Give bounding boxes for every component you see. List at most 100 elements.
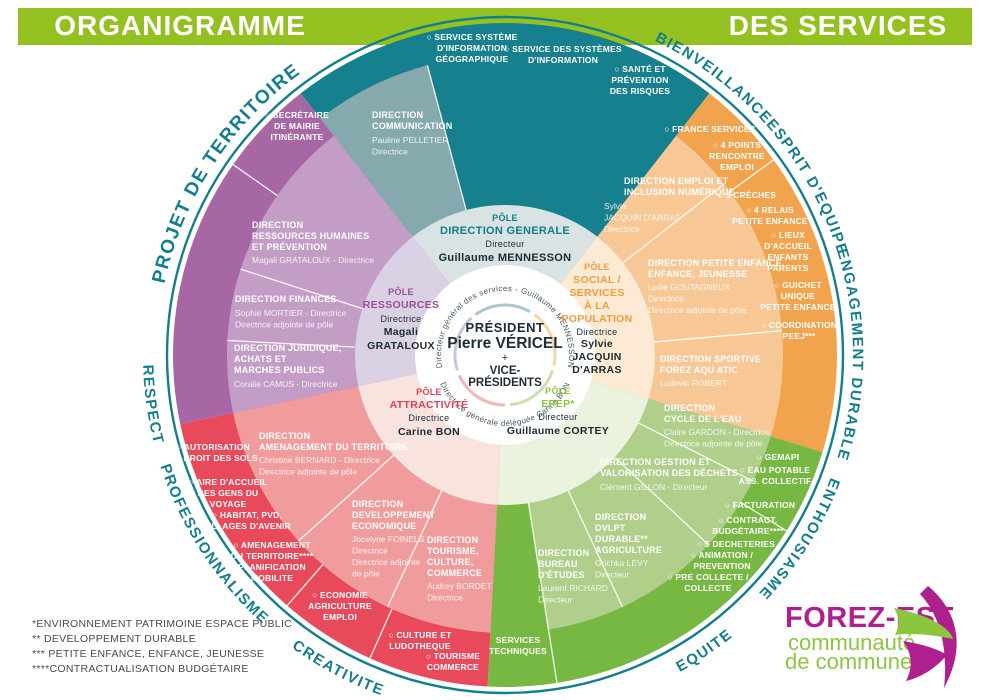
divider-line-4 (622, 183, 725, 264)
pole-social-services-population-line-6: Sylvie (581, 338, 613, 350)
service-eau-potable-assainissement-collectif-line-0: ○ EAU POTABLE (740, 465, 811, 475)
pole-ressources: PÔLE RESSOURCES Directrice Magali GRATALOUX (363, 286, 439, 352)
pole-attractivite-line-1: ATTRACTIVITÉ (390, 398, 469, 411)
service-secretaire-mairie-itinerante-line-1: DE MAIRIE (274, 121, 320, 131)
service-france-services: ○ FRANCE SERVICES (664, 124, 755, 134)
service-decheteries: ○ 5 DECHETERIES (697, 539, 775, 549)
service-sante-prevention-des-risques-line-1: PRÉVENTION (611, 75, 668, 85)
service-guichet-unique-petite-enfance-line-0: ○ GUICHET (774, 280, 822, 290)
president-plus: + (502, 352, 508, 364)
service-sante-prevention-des-risques-line-0: ○ SANTÉ ET (614, 64, 666, 74)
direction-emploi-inclusion-numerique-sub-2: Directrice (604, 224, 640, 234)
service-sante-prevention-des-risques-line-2: DES RISQUES (610, 86, 670, 96)
footnote-3: ****CONTRACTUALISATION BUDGÉTAIRE (32, 662, 249, 675)
service-pre-collecte-collecte: ○ PRE COLLECTE /COLLECTE (667, 572, 748, 593)
service-autorisation-droit-des-sols-line-1: DU DROIT DES SOLS (168, 453, 258, 463)
direction-bureau-etudes-title-2: D'ÉTUDES (538, 570, 585, 580)
service-lieux-accueil-enfants-parents-line-1: D'ACCUEIL (764, 241, 812, 251)
direction-gestion-valorisation-dechets-title-0: DIRECTION GESTION ET (600, 457, 711, 467)
outer-ring-arc (165, 15, 845, 695)
vice-presidents-line-1: VICE- (490, 365, 521, 377)
center-accent-ring-2 (510, 369, 554, 407)
direction-developpement-economique-title-1: DEVELOPPEMENT (352, 510, 435, 520)
footnote-1: ** DEVELOPPEMENT DURABLE (32, 633, 196, 645)
service-aire-accueil-gens-du-voyage-line-0: ○ AIRE D'ACCUEIL (189, 477, 268, 487)
direction-tourisme-culture-commerce-sub-1: Directrice (427, 593, 463, 603)
direction-cycle-de-leau-sub-0: Claire GARDON - Directrice (664, 427, 770, 437)
direction-ressources-humaines-prevention-title-2: ET PRÉVENTION (252, 242, 327, 252)
pole-direction-generale: PÔLE DIRECTION GENERALE Directeur Guillaume… (439, 212, 572, 264)
service-services-techniques-line-1: TECHNIQUES (489, 646, 547, 656)
logo-subtitle-1: communauté (788, 630, 915, 655)
pole-direction-generale-line-0: PÔLE (492, 212, 518, 223)
service-facturation: ○ FACTURATION (725, 500, 795, 510)
service-points-rencontre-emploi-line-2: EMPLOI (720, 162, 754, 172)
center-accent-ring-3 (457, 374, 506, 407)
direction-developpement-durable-agriculture-title-3: AGRICULTURE (595, 545, 662, 555)
direction-finances-sub-1: Directrice adjointe de pôle (235, 320, 334, 330)
center-accent-ring-0 (474, 303, 531, 316)
direction-developpement-durable-agriculture-sub-0: Grichka LEVY (595, 558, 649, 568)
direction-juridique-achats-marches-publics-title-1: ACHATS ET (234, 354, 287, 364)
direction-juridique-achats-marches-publics-title-2: MARCHES PUBLICS (234, 365, 325, 375)
service-economie-agriculture-emploi-line-2: EMPLOI (323, 612, 357, 622)
service-animation-prevention: ○ ANIMATION /PREVENTION (691, 550, 753, 571)
banner-right-title: DES SERVICES (729, 10, 947, 41)
direction-developpement-economique-sub-2: Directrice adjointe (352, 557, 420, 567)
direction-cycle-de-leau-sub-1: Directrice adjointe de pôle (664, 439, 763, 449)
service-animation-prevention-line-1: PREVENTION (693, 561, 750, 571)
service-animation-prevention-line-0: ○ ANIMATION / (691, 550, 753, 560)
direction-communication-title-0: DIRECTION (372, 110, 423, 120)
direction-gestion-valorisation-dechets-sub-0: Clément GILLON - Directeur (600, 482, 707, 492)
direction-emploi-inclusion-numerique-sub-1: JACQUIN D'ARRAS (604, 213, 681, 223)
direction-sportive-forez-aquatic-title-1: FOREZ AQU ATIC (660, 365, 738, 375)
service-lieux-accueil-enfants-parents-line-2: ENFANTS (767, 252, 808, 262)
service-autorisation-droit-des-sols-line-0: ○ AUTORISATION (176, 442, 250, 452)
service-service-des-systemes-information-line-1: D'INFORMATION (528, 55, 598, 65)
direction-tourisme-culture-commerce-title-1: TOURISME, (427, 546, 479, 556)
service-services-techniques-line-0: SERVICES (496, 635, 541, 645)
pole-epep-line-1: EPEP* (541, 398, 575, 410)
service-amenagement-territoire-planification-mobilite-line-1: DU TERRITOIRE**** (231, 551, 314, 561)
divider-line-13 (297, 454, 394, 542)
direction-bureau-etudes-title-1: BUREAU (538, 559, 578, 569)
pole-ressources-line-0: PÔLE (388, 286, 414, 297)
direction-petite-enfance-enfance-jeunesse-title-0: DIRECTION PETITE ENFANCE, (648, 258, 785, 268)
pole-social-services-population-line-0: PÔLE (584, 261, 610, 272)
pole-social-services-population-line-5: Directrice (576, 327, 617, 337)
pole-ressources-line-4: GRATALOUX (367, 340, 435, 352)
direction-developpement-durable-agriculture-title-1: DVLPT (595, 523, 626, 533)
pole-social-services-population-line-2: SERVICES (569, 287, 624, 299)
service-lieux-accueil-enfants-parents-line-3: PARENTS (767, 263, 809, 273)
divider-line-1 (232, 164, 278, 197)
divider-line-0 (426, 65, 467, 211)
direction-developpement-economique-sub-0: Jocelyne FOINELS (352, 534, 425, 544)
direction-finances: DIRECTION FINANCES Sophie MORTIER - Direc… (235, 294, 347, 330)
direction-tourisme-culture-commerce-sub-0: Audrey BORDET (427, 581, 492, 591)
divider-line-7 (638, 422, 753, 482)
sector-green-middle-band (528, 398, 771, 630)
sector-purple-inner-wedge (354, 236, 450, 387)
pole-epep: PÔLE EPEP* Directeur Guillaume CORTEY (507, 385, 609, 437)
direction-developpement-economique-title-2: ECONOMIQUE (352, 521, 417, 531)
service-points-rencontre-emploi-line-1: RENCONTRE (709, 151, 765, 161)
divider-line-15 (369, 608, 393, 659)
divider-line-8 (614, 456, 709, 546)
direction-sportive-forez-aquatic-sub-0: Ludovic ROBERT (660, 378, 727, 388)
direction-petite-enfance-enfance-jeunesse: DIRECTION PETITE ENFANCE,ENFANCE, JEUNES… (648, 258, 785, 315)
direction-amenagement-du-territoire-sub-0: Christine BERNARD - Directrice (259, 455, 380, 465)
